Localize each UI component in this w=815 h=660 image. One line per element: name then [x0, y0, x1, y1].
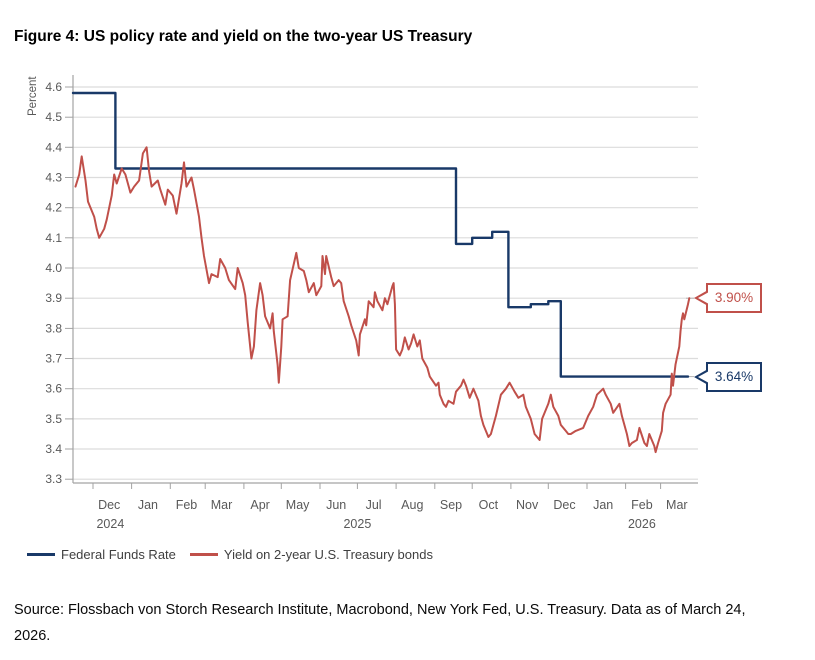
source-note: Source: Flossbach von Storch Research In… [14, 602, 746, 644]
legend-item-treasury-yield: Yield on 2-year U.S. Treasury bonds [189, 547, 433, 562]
svg-text:4.1: 4.1 [45, 231, 62, 245]
svg-text:Dec: Dec [98, 498, 120, 512]
svg-text:Feb: Feb [631, 498, 653, 512]
svg-text:3.7: 3.7 [45, 352, 62, 366]
svg-text:Apr: Apr [250, 498, 269, 512]
svg-text:3.3: 3.3 [45, 472, 62, 486]
svg-text:4.5: 4.5 [45, 110, 62, 124]
y-gridlines [73, 86, 698, 480]
svg-text:4.6: 4.6 [45, 80, 62, 94]
figure-title: Figure 4: US policy rate and yield on th… [14, 28, 473, 45]
treasury-yield-line-swatch [189, 553, 218, 556]
svg-text:4.3: 4.3 [45, 171, 62, 185]
svg-text:2024: 2024 [96, 517, 124, 531]
y-axis-unit-label: Percent [27, 76, 39, 116]
svg-text:2025: 2025 [343, 517, 371, 531]
svg-text:3.5: 3.5 [45, 412, 62, 426]
annotation-label: 3.64% [714, 368, 754, 384]
svg-text:Jun: Jun [326, 498, 346, 512]
treasury-yield-line [74, 146, 691, 454]
svg-text:Jan: Jan [593, 498, 613, 512]
axes [72, 75, 698, 484]
fed-funds-line-swatch [27, 553, 55, 556]
svg-text:Mar: Mar [211, 498, 233, 512]
x-axis-tick-labels: Dec Jan Feb Mar Apr May Jun Jul Aug Sep Oct Nov Dec J… [92, 483, 688, 531]
legend-item-fed-funds: Federal Funds Rate [27, 547, 176, 562]
svg-text:3.6: 3.6 [45, 382, 62, 396]
chart-legend: Federal Funds Rate Yield on 2-year U.S. … [27, 547, 447, 562]
svg-text:4.0: 4.0 [45, 261, 62, 275]
svg-text:2026: 2026 [628, 517, 656, 531]
annotation-latest-treasury-yield: 3.90% [694, 283, 762, 314]
annotation-latest-fed-funds: 3.64% [694, 361, 762, 392]
svg-text:Feb: Feb [176, 498, 198, 512]
svg-text:4.2: 4.2 [45, 201, 62, 215]
svg-text:Jul: Jul [366, 498, 382, 512]
svg-text:3.8: 3.8 [45, 321, 62, 335]
svg-text:Aug: Aug [401, 498, 423, 512]
svg-text:Dec: Dec [553, 498, 575, 512]
svg-text:Mar: Mar [666, 498, 688, 512]
svg-text:Jan: Jan [138, 498, 158, 512]
annotation-label: 3.90% [714, 290, 754, 306]
legend-label: Federal Funds Rate [61, 547, 176, 562]
svg-text:Oct: Oct [479, 498, 499, 512]
svg-text:May: May [286, 498, 310, 512]
svg-text:Sep: Sep [440, 498, 462, 512]
svg-text:Nov: Nov [516, 498, 539, 512]
legend-label: Yield on 2-year U.S. Treasury bonds [223, 547, 433, 562]
svg-text:3.9: 3.9 [45, 291, 62, 305]
svg-text:4.4: 4.4 [45, 140, 62, 154]
y-axis-tick-labels: 3.3 3.4 3.5 3.6 3.7 3.8 3.9 4.0 4.1 4.2 4.3 4.4 4.5 4… [45, 80, 73, 486]
fed-funds-rate-line [71, 91, 690, 378]
svg-text:3.4: 3.4 [45, 442, 62, 456]
